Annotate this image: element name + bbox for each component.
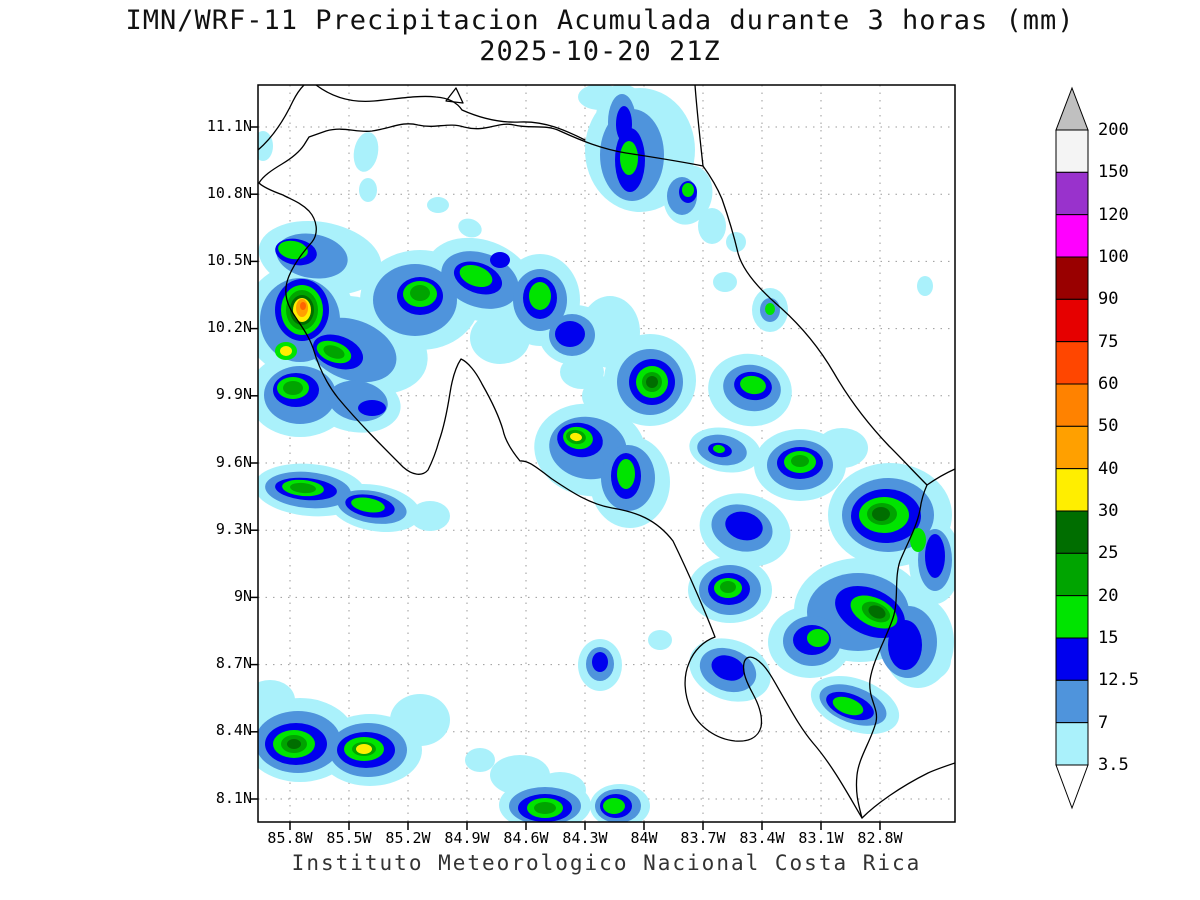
colorbar-label: 20 xyxy=(1098,586,1119,606)
coastline xyxy=(258,85,955,819)
colorbar-label: 90 xyxy=(1098,289,1119,309)
lat-label: 9.6N xyxy=(215,453,252,471)
lon-label: 83.4W xyxy=(739,829,785,847)
lat-label: 8.7N xyxy=(215,654,252,672)
map-frame xyxy=(257,84,956,823)
lon-label: 84W xyxy=(630,829,658,847)
costa-rica-outline xyxy=(258,123,928,819)
lon-label: 83.7W xyxy=(680,829,726,847)
colorbar-label: 150 xyxy=(1098,162,1129,182)
colorbar-label: 75 xyxy=(1098,332,1119,352)
colorbar-scale xyxy=(1055,86,1089,810)
colorbar-label: 50 xyxy=(1098,416,1119,436)
lat-label: 9.9N xyxy=(215,385,252,403)
source-attribution: Instituto Meteorologico Nacional Costa R… xyxy=(291,851,922,875)
lat-label: 10.2N xyxy=(206,318,252,336)
colorbar-label: 7 xyxy=(1098,713,1109,733)
precip-level-50 xyxy=(300,302,306,310)
colorbar-label: 3.5 xyxy=(1098,755,1129,775)
lake-nicaragua-shore xyxy=(315,85,586,141)
colorbar-label: 40 xyxy=(1098,459,1119,479)
lake-island xyxy=(445,87,464,104)
axis-ticks xyxy=(250,126,881,830)
colorbar-label: 12.5 xyxy=(1098,670,1139,690)
lon-label: 83.1W xyxy=(798,829,844,847)
lat-label: 8.1N xyxy=(215,789,252,807)
lat-label: 9N xyxy=(233,587,252,605)
lon-label: 85.8W xyxy=(267,829,313,847)
colorbar-label: 25 xyxy=(1098,543,1119,563)
lon-label: 84.3W xyxy=(562,829,608,847)
colorbar-label: 100 xyxy=(1098,247,1129,267)
colorbar-label: 60 xyxy=(1098,374,1119,394)
page-subtitle-datetime: 2025-10-20 21Z xyxy=(479,36,721,67)
colorbar-arrow-top xyxy=(1055,86,1089,131)
page-title: IMN/WRF-11 Precipitacion Acumulada duran… xyxy=(125,5,1075,36)
lat-label: 10.8N xyxy=(206,184,252,202)
precipitation-field xyxy=(258,85,955,822)
colorbar-arrow-bottom xyxy=(1055,764,1089,810)
lon-label: 84.6W xyxy=(503,829,549,847)
colorbar-label: 30 xyxy=(1098,501,1119,521)
lon-label: 85.5W xyxy=(326,829,372,847)
nicaragua-pacific-coast xyxy=(258,85,305,151)
nicaragua-caribbean-coast xyxy=(694,85,704,167)
lat-label: 9.3N xyxy=(215,520,252,538)
lat-label: 11.1N xyxy=(206,117,252,135)
lat-label: 10.5N xyxy=(206,251,252,269)
colorbar-label: 200 xyxy=(1098,120,1129,140)
lat-label: 8.4N xyxy=(215,721,252,739)
colorbar-label: 15 xyxy=(1098,628,1119,648)
lon-label: 82.8W xyxy=(857,829,903,847)
lon-label: 84.9W xyxy=(444,829,490,847)
lon-label: 85.2W xyxy=(385,829,431,847)
panama-pacific-coast xyxy=(861,762,955,819)
colorbar-label: 120 xyxy=(1098,205,1129,225)
panama-caribbean-coast xyxy=(926,468,955,486)
